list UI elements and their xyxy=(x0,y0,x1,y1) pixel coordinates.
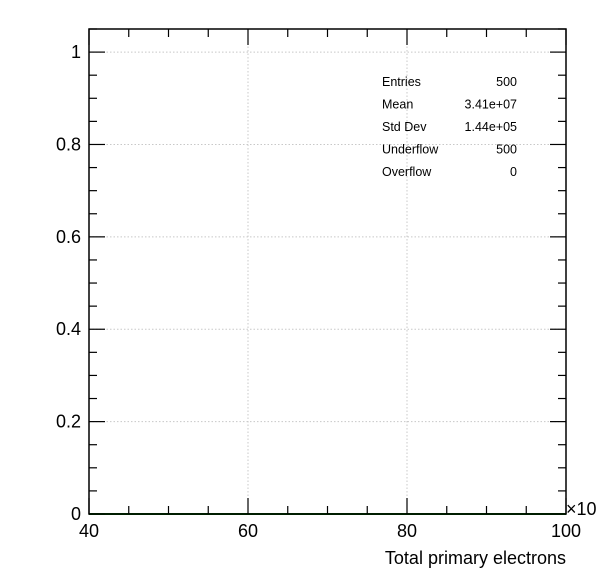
y-tick-label: 0.4 xyxy=(56,319,81,339)
stats-value: 500 xyxy=(496,75,517,89)
stats-label: Underflow xyxy=(382,143,439,157)
stats-value: 1.44e+05 xyxy=(465,120,518,134)
x-axis-multiplier: ×10 xyxy=(566,499,596,519)
y-tick-label: 0.8 xyxy=(56,134,81,154)
stats-value: 500 xyxy=(496,143,517,157)
stats-label: Mean xyxy=(382,98,413,112)
x-tick-label: 80 xyxy=(397,521,417,541)
stats-label: Std Dev xyxy=(382,120,427,134)
stats-value: 0 xyxy=(510,165,517,179)
stats-label: Overflow xyxy=(382,165,432,179)
y-tick-label: 0.2 xyxy=(56,412,81,432)
x-tick-label: 60 xyxy=(238,521,258,541)
x-tick-label: 40 xyxy=(79,521,99,541)
x-tick-labels: 40 60 80 100 xyxy=(79,521,581,541)
stats-value: 3.41e+07 xyxy=(465,98,518,112)
axis-ticks xyxy=(88,28,567,515)
x-tick-label: 100 xyxy=(551,521,581,541)
stats-box: Entries 500 Mean 3.41e+07 Std Dev 1.44e+05 Und… xyxy=(382,75,517,179)
y-tick-label: 0 xyxy=(71,504,81,524)
y-tick-label: 0.6 xyxy=(56,227,81,247)
grid-lines xyxy=(89,29,566,514)
stats-label: Entries xyxy=(382,75,421,89)
y-tick-labels: 0 0.2 0.4 0.6 0.8 1 xyxy=(56,42,81,524)
y-tick-label: 1 xyxy=(71,42,81,62)
x-axis-title: Total primary electrons xyxy=(385,548,566,568)
